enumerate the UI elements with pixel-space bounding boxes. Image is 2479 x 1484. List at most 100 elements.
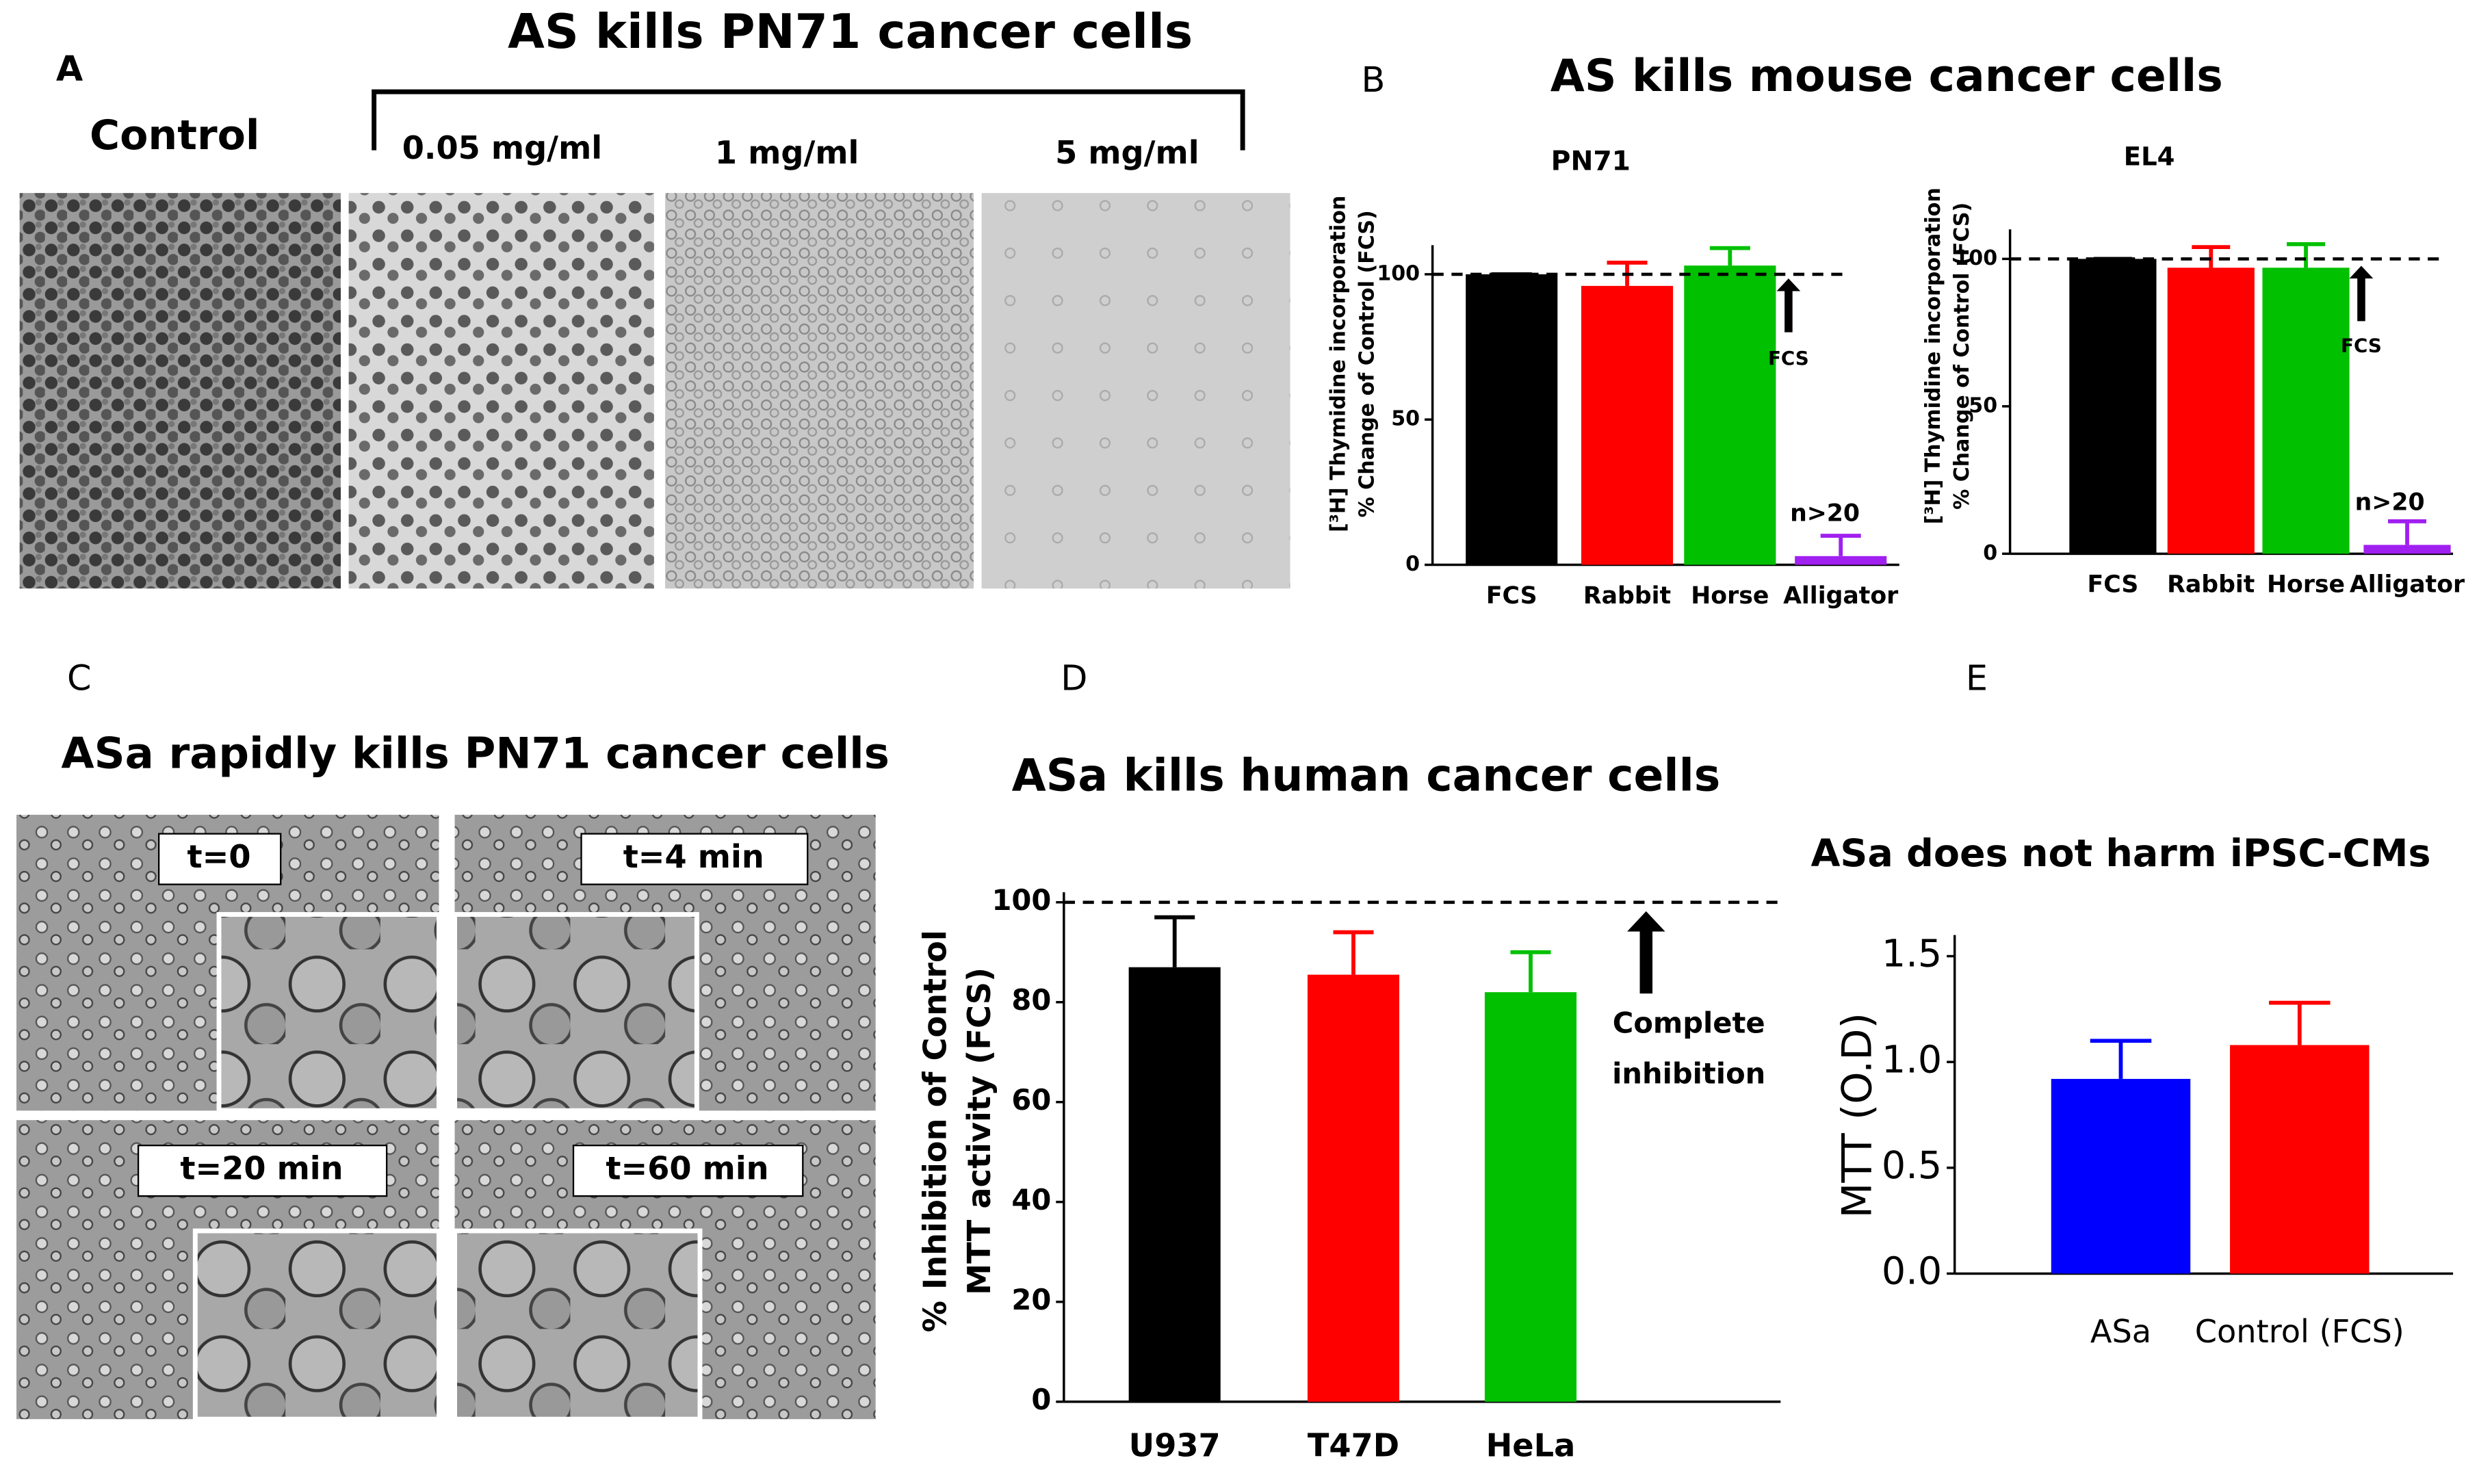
image-label: Control [90,112,259,159]
x-tick-label: Rabbit [1583,582,1671,610]
photo-inset [452,1228,703,1422]
panel-title: AS kills mouse cancer cells [1550,51,2223,102]
panel-label: A [56,49,83,89]
panel-label: E [1966,658,1988,698]
x-tick-label: Alligator [1783,582,1898,610]
bar [2262,268,2350,554]
bracket [372,89,1245,151]
label-box [572,1144,804,1197]
label-box [580,833,809,885]
photo-inset [452,912,699,1113]
error-bar [2090,1039,2152,1079]
error-bar [1510,950,1551,993]
y-axis-label: % Change of Control (FCS) [1950,203,1974,510]
y-axis-label: MTT activity (FCS) [961,967,998,1295]
bar [2051,1078,2191,1274]
photo [19,193,341,589]
image-label: 0.05 mg/ml [402,129,602,166]
image-label: t=0 [187,838,251,875]
chart-title: ASa kills human cancer cells [1012,750,1721,801]
image-label: t=4 min [623,838,764,875]
x-tick-label: Alligator [2350,571,2465,599]
label-box [137,1144,388,1197]
y-tick-label: 100 [1377,261,1420,285]
arrow [1627,911,1665,994]
chart-title: PN71 [1551,146,1631,177]
y-tick-label: 0.5 [1882,1143,1942,1188]
bar [1466,274,1558,565]
panel-title: ASa rapidly kills PN71 cancer cells [61,728,889,778]
arrow [2349,265,2374,322]
annotation: n>20 [2355,489,2425,516]
x-tick-label: FCS [1486,582,1537,610]
annotation: FCS [1768,347,1809,369]
panel-label: B [1362,60,1386,100]
arrow [1776,278,1801,333]
y-axis-label: % Change of Control (FCS) [1355,210,1379,517]
x-tick-label: T47D [1308,1427,1399,1463]
x-tick-label: FCS [2088,571,2139,599]
y-axis-label: [³H] Thymidine incorporation [1327,196,1351,532]
error-bar [1333,930,1374,975]
image-label: t=60 min [606,1150,768,1187]
y-tick-label: 40 [1011,1183,1051,1216]
photo-inset [192,1228,441,1422]
chart-title: EL4 [2124,142,2175,172]
y-axis-label: [³H] Thymidine incorporation [1921,187,1945,524]
annotation: FCS [2341,334,2382,356]
y-tick-label: 60 [1011,1083,1051,1117]
chart-title: ASa does not harm iPSC-CMs [1810,831,2430,876]
y-tick-label: 20 [1011,1283,1051,1316]
y-tick-label: 0 [1031,1383,1051,1416]
bar [2363,545,2451,554]
y-axis-label: MTT (O.D) [1834,1013,1882,1219]
x-tick-label: U937 [1129,1427,1221,1463]
image-label: 5 mg/ml [1055,134,1199,171]
bar [2230,1045,2370,1274]
y-tick-label: 50 [1969,393,1997,417]
photo [348,193,654,589]
bar [1307,974,1400,1402]
bar [1128,967,1221,1402]
annotation: Complete [1613,1006,1765,1039]
panel-title: AS kills PN71 cancer cells [508,5,1193,60]
y-tick-label: 100 [991,883,1051,917]
y-tick-label: 80 [1011,983,1051,1017]
x-tick-label: HeLa [1486,1427,1576,1463]
bar [1581,285,1674,565]
panel-label: D [1061,658,1087,698]
bar [2069,259,2157,554]
y-tick-label: 100 [1954,246,1997,270]
y-axis-label: % Inhibition of Control [916,930,953,1332]
error-bar [1820,534,1861,556]
x-tick-label: Rabbit [2167,571,2255,599]
y-tick-label: 1.5 [1882,932,1942,976]
bar [1684,265,1776,565]
y-tick-label: 1.0 [1882,1037,1942,1082]
bar [2167,268,2255,554]
error-bar [2287,242,2326,268]
error-bar [1709,246,1750,266]
photo [665,193,974,589]
annotation: n>20 [1790,500,1860,528]
error-bar [2388,519,2427,545]
error-bar [2269,1000,2331,1045]
bar [1484,992,1577,1402]
y-tick-label: 50 [1391,407,1420,431]
x-tick-label: Control (FCS) [2195,1313,2404,1350]
x-tick-label: ASa [2090,1313,2151,1350]
y-tick-label: 0.0 [1882,1249,1942,1294]
y-tick-label: 0 [1983,541,1997,565]
x-tick-label: Horse [1691,582,1769,610]
bar [1795,556,1887,565]
image-label: t=20 min [180,1150,343,1187]
photo-inset [216,912,441,1113]
annotation: inhibition [1612,1056,1765,1090]
panel-label: C [67,658,92,698]
image-label: 1 mg/ml [715,134,859,171]
x-tick-label: Horse [2267,571,2345,599]
y-tick-label: 0 [1405,552,1420,576]
photo [981,193,1290,589]
